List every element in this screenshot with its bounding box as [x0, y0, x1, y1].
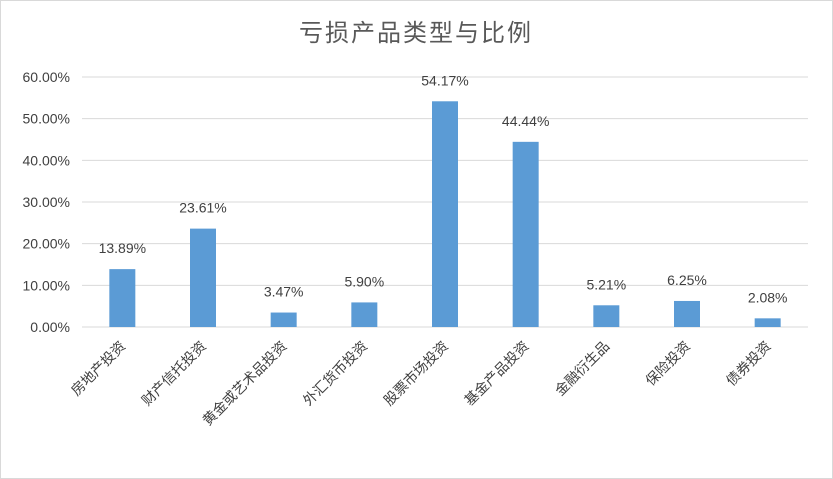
- data-label: 54.17%: [421, 72, 468, 88]
- data-label: 13.89%: [99, 240, 146, 256]
- x-tick-label: 金融衍生品: [552, 339, 613, 400]
- data-label: 44.44%: [502, 113, 549, 129]
- y-tick-label: 60.00%: [23, 69, 70, 85]
- y-tick-label: 30.00%: [23, 194, 70, 210]
- bar: [351, 302, 378, 327]
- y-tick-label: 20.00%: [23, 236, 70, 252]
- data-label: 5.90%: [344, 273, 384, 289]
- bar: [190, 228, 216, 327]
- x-tick-label: 黄金或艺术品投资: [199, 338, 290, 429]
- x-tick-label: 股票市场投资: [380, 338, 451, 409]
- data-label: 3.47%: [264, 284, 304, 300]
- x-tick-label: 基金产品投资: [461, 338, 532, 409]
- data-label: 23.61%: [179, 200, 226, 216]
- x-tick-label: 保险投资: [643, 339, 694, 390]
- y-tick-label: 10.00%: [23, 277, 70, 293]
- bar: [270, 312, 297, 327]
- x-tick-label: 外汇货币投资: [300, 338, 371, 409]
- bar: [512, 141, 539, 327]
- bar: [109, 269, 136, 327]
- x-tick-label: 财产信托投资: [139, 339, 210, 410]
- y-tick-label: 50.00%: [23, 111, 70, 127]
- data-label: 6.25%: [667, 272, 707, 288]
- y-tick-label: 0.00%: [30, 319, 70, 335]
- data-label: 5.21%: [586, 276, 626, 292]
- y-tick-label: 40.00%: [23, 152, 70, 168]
- x-tick-label: 房地产投资: [68, 339, 129, 400]
- bar: [593, 305, 620, 327]
- bar: [674, 300, 700, 327]
- data-label: 2.08%: [748, 289, 788, 305]
- chart-title: 亏损产品类型与比例: [299, 19, 533, 47]
- bar: [754, 318, 781, 327]
- x-tick-label: 债券投资: [724, 339, 775, 390]
- bar: [432, 101, 458, 328]
